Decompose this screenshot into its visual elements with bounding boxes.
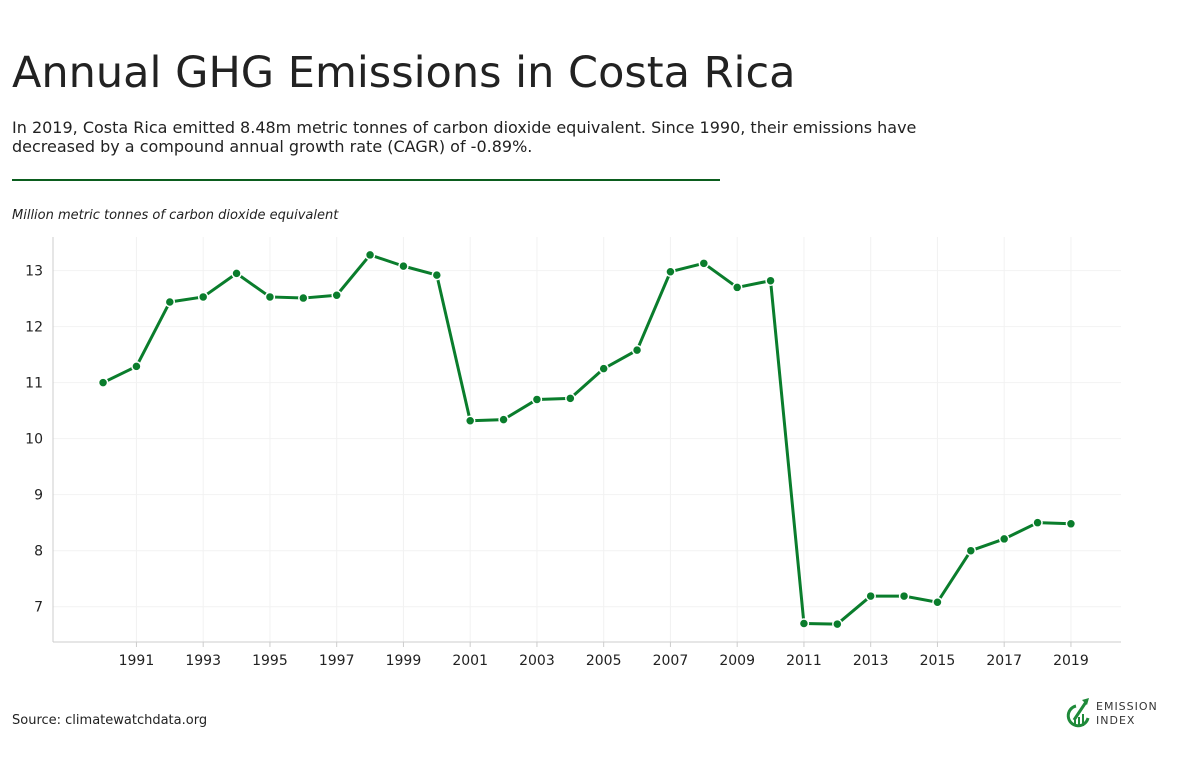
- data-point: [97, 377, 109, 388]
- logo-icon: [1066, 698, 1090, 728]
- data-point: [531, 394, 543, 405]
- data-point: [298, 292, 309, 304]
- source-note: Source: climatewatchdata.org: [12, 713, 208, 728]
- x-tick-label: 2003: [519, 653, 555, 669]
- data-point: [164, 296, 176, 308]
- data-point: [832, 618, 843, 630]
- y-tick-label: 11: [25, 376, 43, 392]
- x-tick-label: 1999: [386, 653, 422, 669]
- data-point: [898, 590, 910, 602]
- data-point: [364, 249, 376, 261]
- data-point: [398, 260, 409, 272]
- data-point: [231, 268, 242, 279]
- data-point: [698, 258, 710, 269]
- divider: [12, 179, 720, 181]
- x-tick-label: 2007: [653, 653, 689, 669]
- data-point: [1065, 518, 1077, 530]
- data-point: [965, 545, 977, 556]
- data-point: [731, 282, 743, 293]
- x-tick-label: 1993: [185, 653, 221, 669]
- x-tick-label: 1995: [252, 653, 288, 669]
- x-tick-label: 1997: [319, 653, 355, 669]
- data-point: [798, 618, 810, 629]
- data-point: [565, 393, 576, 404]
- y-tick-label: 9: [34, 488, 43, 504]
- chart-subtitle: In 2019, Costa Rica emitted 8.48m metric…: [12, 118, 917, 156]
- x-tick-label: 2017: [986, 653, 1022, 669]
- data-point: [331, 290, 342, 301]
- data-point: [998, 533, 1010, 545]
- logo-line1: EMISSION: [1096, 700, 1158, 713]
- y-tick-label: 8: [34, 544, 43, 560]
- y-tick-label: 10: [25, 432, 43, 448]
- data-point: [665, 266, 676, 277]
- data-point: [631, 344, 643, 356]
- chart-title: Annual GHG Emissions in Costa Rica: [12, 48, 796, 98]
- x-tick-label: 2019: [1053, 653, 1089, 669]
- x-tick-label: 2001: [452, 653, 488, 669]
- data-point: [1032, 517, 1043, 528]
- x-tick-label: 2005: [586, 653, 622, 669]
- data-point: [131, 361, 142, 372]
- y-tick-label: 13: [25, 264, 43, 280]
- data-point: [431, 269, 443, 281]
- x-tick-label: 2015: [920, 653, 956, 669]
- logo-line2: INDEX: [1096, 714, 1136, 727]
- x-tick-label: 1991: [119, 653, 155, 669]
- data-point: [932, 596, 943, 608]
- data-point: [197, 291, 209, 303]
- series-line: [102, 253, 1071, 626]
- data-point: [264, 291, 276, 303]
- x-tick-label: 2013: [853, 653, 889, 669]
- y-tick-label: 7: [34, 600, 43, 616]
- data-point: [598, 363, 609, 374]
- y-axis-label: Million metric tonnes of carbon dioxide …: [12, 208, 339, 223]
- data-point: [498, 414, 509, 425]
- y-tick-label: 12: [25, 320, 43, 336]
- emission-index-logo: EMISSION INDEX: [1066, 696, 1158, 732]
- x-tick-label: 2011: [786, 653, 822, 669]
- data-point: [765, 275, 776, 286]
- data-point: [464, 415, 476, 426]
- x-tick-label: 2009: [719, 653, 755, 669]
- data-point: [865, 590, 876, 602]
